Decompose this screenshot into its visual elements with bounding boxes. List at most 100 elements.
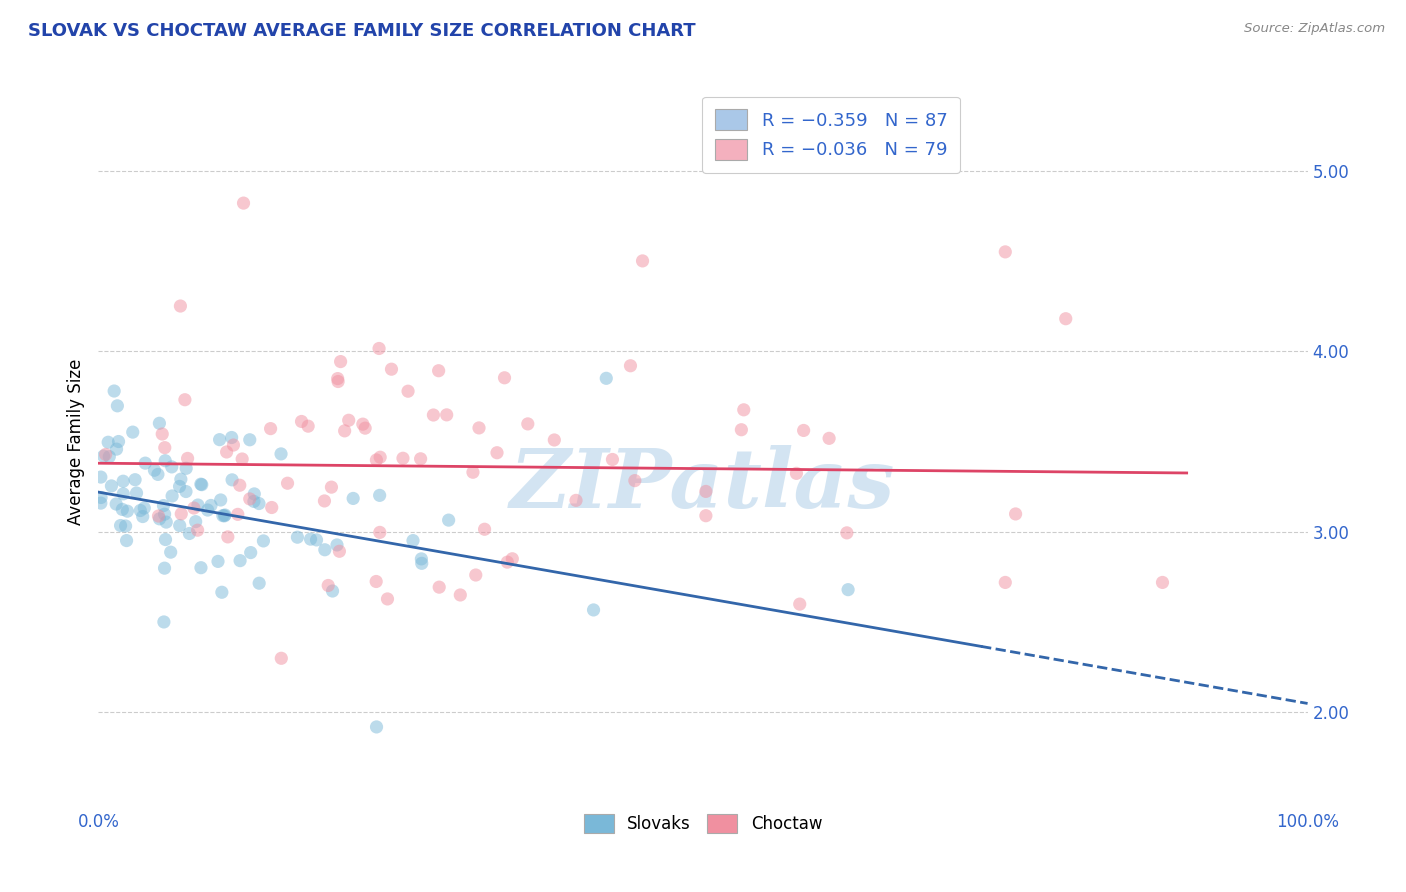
Point — [114, 519, 136, 533]
Point — [595, 371, 617, 385]
Point — [226, 508, 249, 522]
Point — [619, 359, 641, 373]
Point — [396, 384, 419, 399]
Point — [322, 584, 344, 599]
Point — [184, 515, 207, 529]
Point — [252, 533, 274, 548]
Point — [152, 499, 174, 513]
Point — [190, 477, 212, 491]
Point — [247, 496, 270, 510]
Point — [730, 423, 752, 437]
Point — [837, 582, 859, 597]
Point — [100, 479, 122, 493]
Point — [1152, 575, 1174, 590]
Point — [366, 720, 388, 734]
Point — [169, 479, 191, 493]
Point — [326, 538, 349, 552]
Point — [366, 574, 388, 589]
Point — [243, 487, 266, 501]
Point — [190, 560, 212, 574]
Point — [208, 433, 231, 447]
Point — [148, 509, 170, 524]
Point — [785, 467, 807, 481]
Point — [179, 526, 201, 541]
Point — [125, 486, 148, 500]
Legend: Slovaks, Choctaw: Slovaks, Choctaw — [572, 803, 834, 845]
Point — [155, 533, 177, 547]
Point — [354, 421, 377, 435]
Point — [329, 354, 352, 368]
Point — [624, 474, 647, 488]
Point — [582, 603, 605, 617]
Point — [111, 502, 134, 516]
Point — [496, 555, 519, 569]
Point — [377, 591, 399, 606]
Point — [107, 434, 129, 449]
Point — [994, 575, 1017, 590]
Point — [352, 417, 374, 432]
Point — [326, 375, 349, 389]
Point — [368, 342, 391, 356]
Point — [174, 461, 197, 475]
Point — [328, 544, 350, 558]
Point — [93, 449, 115, 463]
Point — [112, 487, 135, 501]
Point — [411, 557, 433, 571]
Point — [153, 507, 176, 521]
Point — [835, 525, 858, 540]
Point — [146, 467, 169, 482]
Point — [148, 417, 170, 431]
Point — [200, 499, 222, 513]
Point — [366, 453, 388, 467]
Point — [215, 445, 238, 459]
Point — [229, 478, 252, 492]
Point — [326, 371, 349, 385]
Point — [217, 530, 239, 544]
Point — [297, 419, 319, 434]
Point — [314, 494, 336, 508]
Point — [90, 470, 112, 484]
Point — [468, 421, 491, 435]
Point — [155, 454, 177, 468]
Point — [543, 433, 565, 447]
Point — [239, 433, 262, 447]
Point — [411, 552, 433, 566]
Point — [117, 504, 139, 518]
Point — [243, 494, 266, 508]
Point — [380, 362, 402, 376]
Point — [90, 491, 112, 505]
Point — [112, 474, 135, 488]
Point — [174, 392, 197, 407]
Point — [129, 503, 152, 517]
Point — [105, 497, 128, 511]
Point — [337, 413, 360, 427]
Point — [159, 545, 181, 559]
Point — [211, 508, 233, 523]
Point — [94, 447, 117, 461]
Point — [314, 542, 336, 557]
Point — [214, 508, 236, 522]
Point — [169, 518, 191, 533]
Point — [134, 456, 156, 470]
Point — [270, 447, 292, 461]
Point — [134, 501, 156, 516]
Point — [214, 508, 236, 523]
Point — [187, 523, 209, 537]
Y-axis label: Average Family Size: Average Family Size — [66, 359, 84, 524]
Point — [321, 480, 343, 494]
Point — [143, 463, 166, 477]
Point — [153, 441, 176, 455]
Point — [565, 493, 588, 508]
Point — [170, 472, 193, 486]
Point — [305, 533, 328, 547]
Point — [115, 533, 138, 548]
Point — [110, 518, 132, 533]
Point — [153, 561, 176, 575]
Point — [97, 435, 120, 450]
Point — [464, 568, 486, 582]
Point — [170, 507, 193, 521]
Point — [436, 408, 458, 422]
Point — [299, 532, 322, 546]
Point — [98, 450, 121, 464]
Point — [239, 491, 262, 506]
